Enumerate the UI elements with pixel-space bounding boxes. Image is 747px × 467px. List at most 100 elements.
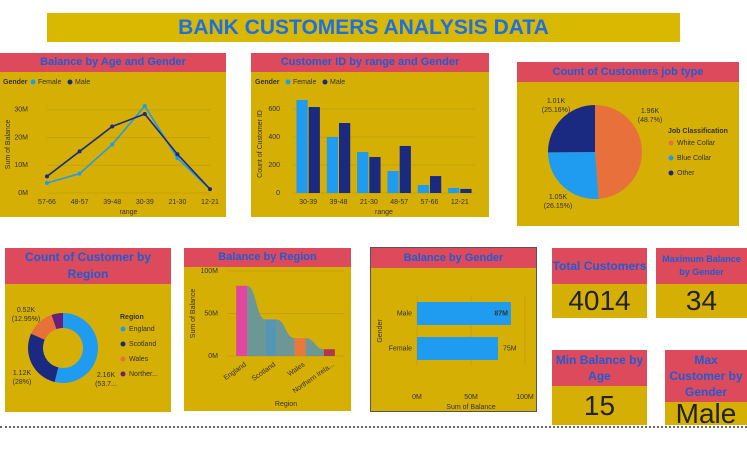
legend-label: Male: [75, 79, 90, 86]
dashboard-title: BANK CUSTOMERS ANALYSIS DATA: [47, 13, 680, 42]
data-label: 75M: [503, 345, 517, 352]
y-axis-label: Sum of Balance: [5, 120, 12, 170]
y-tick-label: 10M: [14, 162, 28, 169]
kpi-card: Maximum Balance by Gender 34: [656, 248, 747, 318]
ribbon: [247, 285, 266, 356]
chart-title: Balance by Age and Gender: [0, 53, 226, 72]
y-tick-label: Female: [389, 345, 412, 352]
bar: [296, 100, 308, 193]
bar: [294, 338, 306, 356]
legend-title: Region: [120, 314, 144, 321]
x-tick-label: 12-21: [451, 199, 469, 206]
data-label-percent: (25.16%): [542, 107, 570, 114]
x-tick-label: 48-57: [71, 199, 89, 206]
data-label: 2.16K: [97, 372, 116, 379]
bar: [357, 151, 369, 193]
legend-marker: [120, 356, 126, 362]
kpi-card: Min Balance by Age 15: [552, 350, 647, 425]
slice: [51, 313, 63, 330]
chart: 1.96K (48.7%) 1.05K (26.15%) 1.01K (25.16%) Jo…: [542, 98, 728, 210]
point: [77, 171, 82, 176]
legend-marker: [668, 170, 674, 176]
point: [142, 112, 147, 117]
legend-marker: [120, 341, 126, 347]
bar: [417, 185, 429, 193]
x-tick-label: Wales: [287, 361, 307, 378]
legend-title: Job Classification: [668, 128, 728, 135]
x-tick-label: 100M: [516, 394, 534, 401]
bar: [460, 188, 472, 193]
kpi-card: Max Customer by Gender Male: [665, 350, 747, 425]
series-line: [46, 113, 211, 190]
slice: [31, 314, 57, 340]
y-tick-label: 0M: [208, 353, 218, 360]
slice: [27, 333, 59, 383]
legend-marker: [120, 326, 126, 332]
slice: [54, 313, 98, 383]
x-tick-label: 21-30: [360, 199, 378, 206]
bar: [430, 176, 442, 193]
legend-label: Blue Collar: [677, 155, 712, 162]
x-tick-label: Scotland: [251, 361, 277, 382]
data-label-percent: (28%): [13, 379, 32, 386]
x-tick-label: 48-57: [390, 199, 408, 206]
ribbon: [276, 319, 295, 356]
x-tick-label: 0M: [412, 394, 422, 401]
y-tick-label: 20M: [14, 134, 28, 141]
legend-label: Norther...: [129, 371, 158, 378]
point: [45, 181, 49, 186]
point: [77, 149, 82, 154]
chart-panel: Customer ID by range and Gender 0 200 400 60…: [251, 53, 489, 217]
legend-label: England: [129, 326, 155, 333]
card-value: 15: [583, 390, 616, 421]
bar: [448, 187, 460, 193]
card-value: Male: [675, 398, 737, 426]
legend-label: Male: [330, 79, 345, 86]
x-tick-label: 50M: [464, 394, 478, 401]
y-tick-label: 200: [268, 162, 280, 169]
point: [142, 103, 147, 108]
chart-panel: Count of Customers job type 1.96K (48.7%) 1…: [517, 62, 739, 226]
bar: [417, 302, 511, 325]
x-tick-label: 39-48: [330, 199, 348, 206]
data-label-percent: (53.7...: [95, 381, 117, 388]
card-title: Maximum Balance by Gender: [656, 248, 747, 284]
y-tick-label: 100M: [200, 268, 218, 275]
slice: [548, 152, 599, 199]
series-line: [46, 104, 211, 190]
divider: [0, 426, 747, 428]
data-label-percent: (26.15%): [544, 203, 572, 210]
bar: [308, 107, 320, 193]
chart: 0M 10M 20M 30M 57-66 48-57 39-48 30-39 21-30 12-2…: [3, 79, 219, 216]
card-title: Max Customer by Gender: [665, 350, 747, 402]
data-label: 1.05K: [549, 194, 568, 201]
x-axis-label: range: [375, 209, 393, 216]
y-tick-label: 400: [268, 134, 280, 141]
legend-title: Gender: [255, 79, 280, 86]
y-tick-label: 30M: [14, 107, 28, 114]
data-label-percent: (48.7%): [638, 117, 663, 124]
x-tick-label: 30-39: [299, 199, 317, 206]
slice: [548, 105, 595, 153]
x-tick-label: England: [223, 361, 248, 382]
chart-panel: Balance by Region 0M 50M 100M England Scotlan…: [184, 248, 351, 411]
legend-marker: [67, 79, 73, 85]
data-label: 0.52K: [17, 307, 36, 314]
legend-marker: [120, 371, 126, 377]
bar: [326, 137, 338, 193]
card-title: Total Customers: [552, 248, 647, 284]
x-tick-label: 39-48: [103, 199, 121, 206]
card-value: 34: [685, 285, 718, 316]
y-tick-label: 0M: [18, 190, 28, 197]
chart-panel: Count of Customer by Region 2.16K (53.7...…: [5, 248, 171, 412]
legend-marker: [285, 79, 291, 85]
point: [45, 174, 49, 179]
point: [110, 142, 115, 147]
data-label: 1.12K: [13, 370, 32, 377]
legend-label: White Collar: [677, 140, 716, 147]
chart: 2.16K (53.7... 1.12K (28%) 0.52K (12.95%) Regi…: [12, 307, 158, 388]
x-axis-label: Sum of Balance: [446, 404, 496, 411]
chart-title: Balance by Region: [184, 248, 351, 267]
kpi-card: Total Customers 4014: [552, 248, 647, 318]
